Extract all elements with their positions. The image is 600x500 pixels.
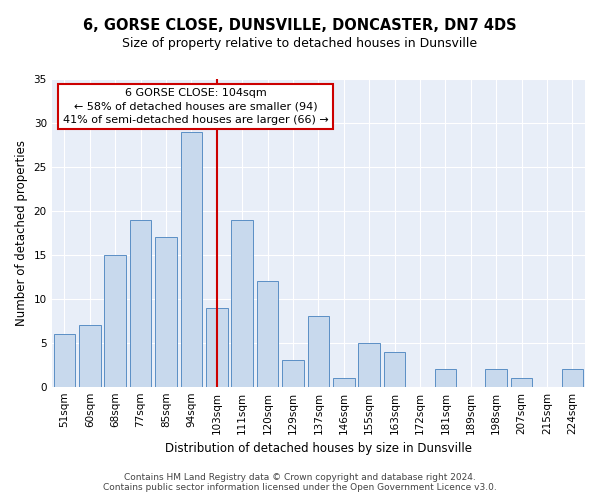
Bar — [511, 378, 532, 386]
Bar — [155, 237, 177, 386]
Bar — [384, 352, 406, 386]
Bar — [562, 369, 583, 386]
Bar — [79, 325, 101, 386]
Y-axis label: Number of detached properties: Number of detached properties — [15, 140, 28, 326]
X-axis label: Distribution of detached houses by size in Dunsville: Distribution of detached houses by size … — [165, 442, 472, 455]
Bar — [206, 308, 227, 386]
Bar — [308, 316, 329, 386]
Bar — [485, 369, 507, 386]
Bar — [257, 281, 278, 386]
Bar — [104, 255, 126, 386]
Bar — [130, 220, 151, 386]
Bar — [181, 132, 202, 386]
Bar — [358, 342, 380, 386]
Bar — [232, 220, 253, 386]
Text: 6, GORSE CLOSE, DUNSVILLE, DONCASTER, DN7 4DS: 6, GORSE CLOSE, DUNSVILLE, DONCASTER, DN… — [83, 18, 517, 32]
Bar — [434, 369, 456, 386]
Text: 6 GORSE CLOSE: 104sqm
← 58% of detached houses are smaller (94)
41% of semi-deta: 6 GORSE CLOSE: 104sqm ← 58% of detached … — [63, 88, 329, 124]
Bar — [53, 334, 75, 386]
Bar — [282, 360, 304, 386]
Bar — [333, 378, 355, 386]
Text: Size of property relative to detached houses in Dunsville: Size of property relative to detached ho… — [122, 38, 478, 51]
Text: Contains HM Land Registry data © Crown copyright and database right 2024.
Contai: Contains HM Land Registry data © Crown c… — [103, 473, 497, 492]
